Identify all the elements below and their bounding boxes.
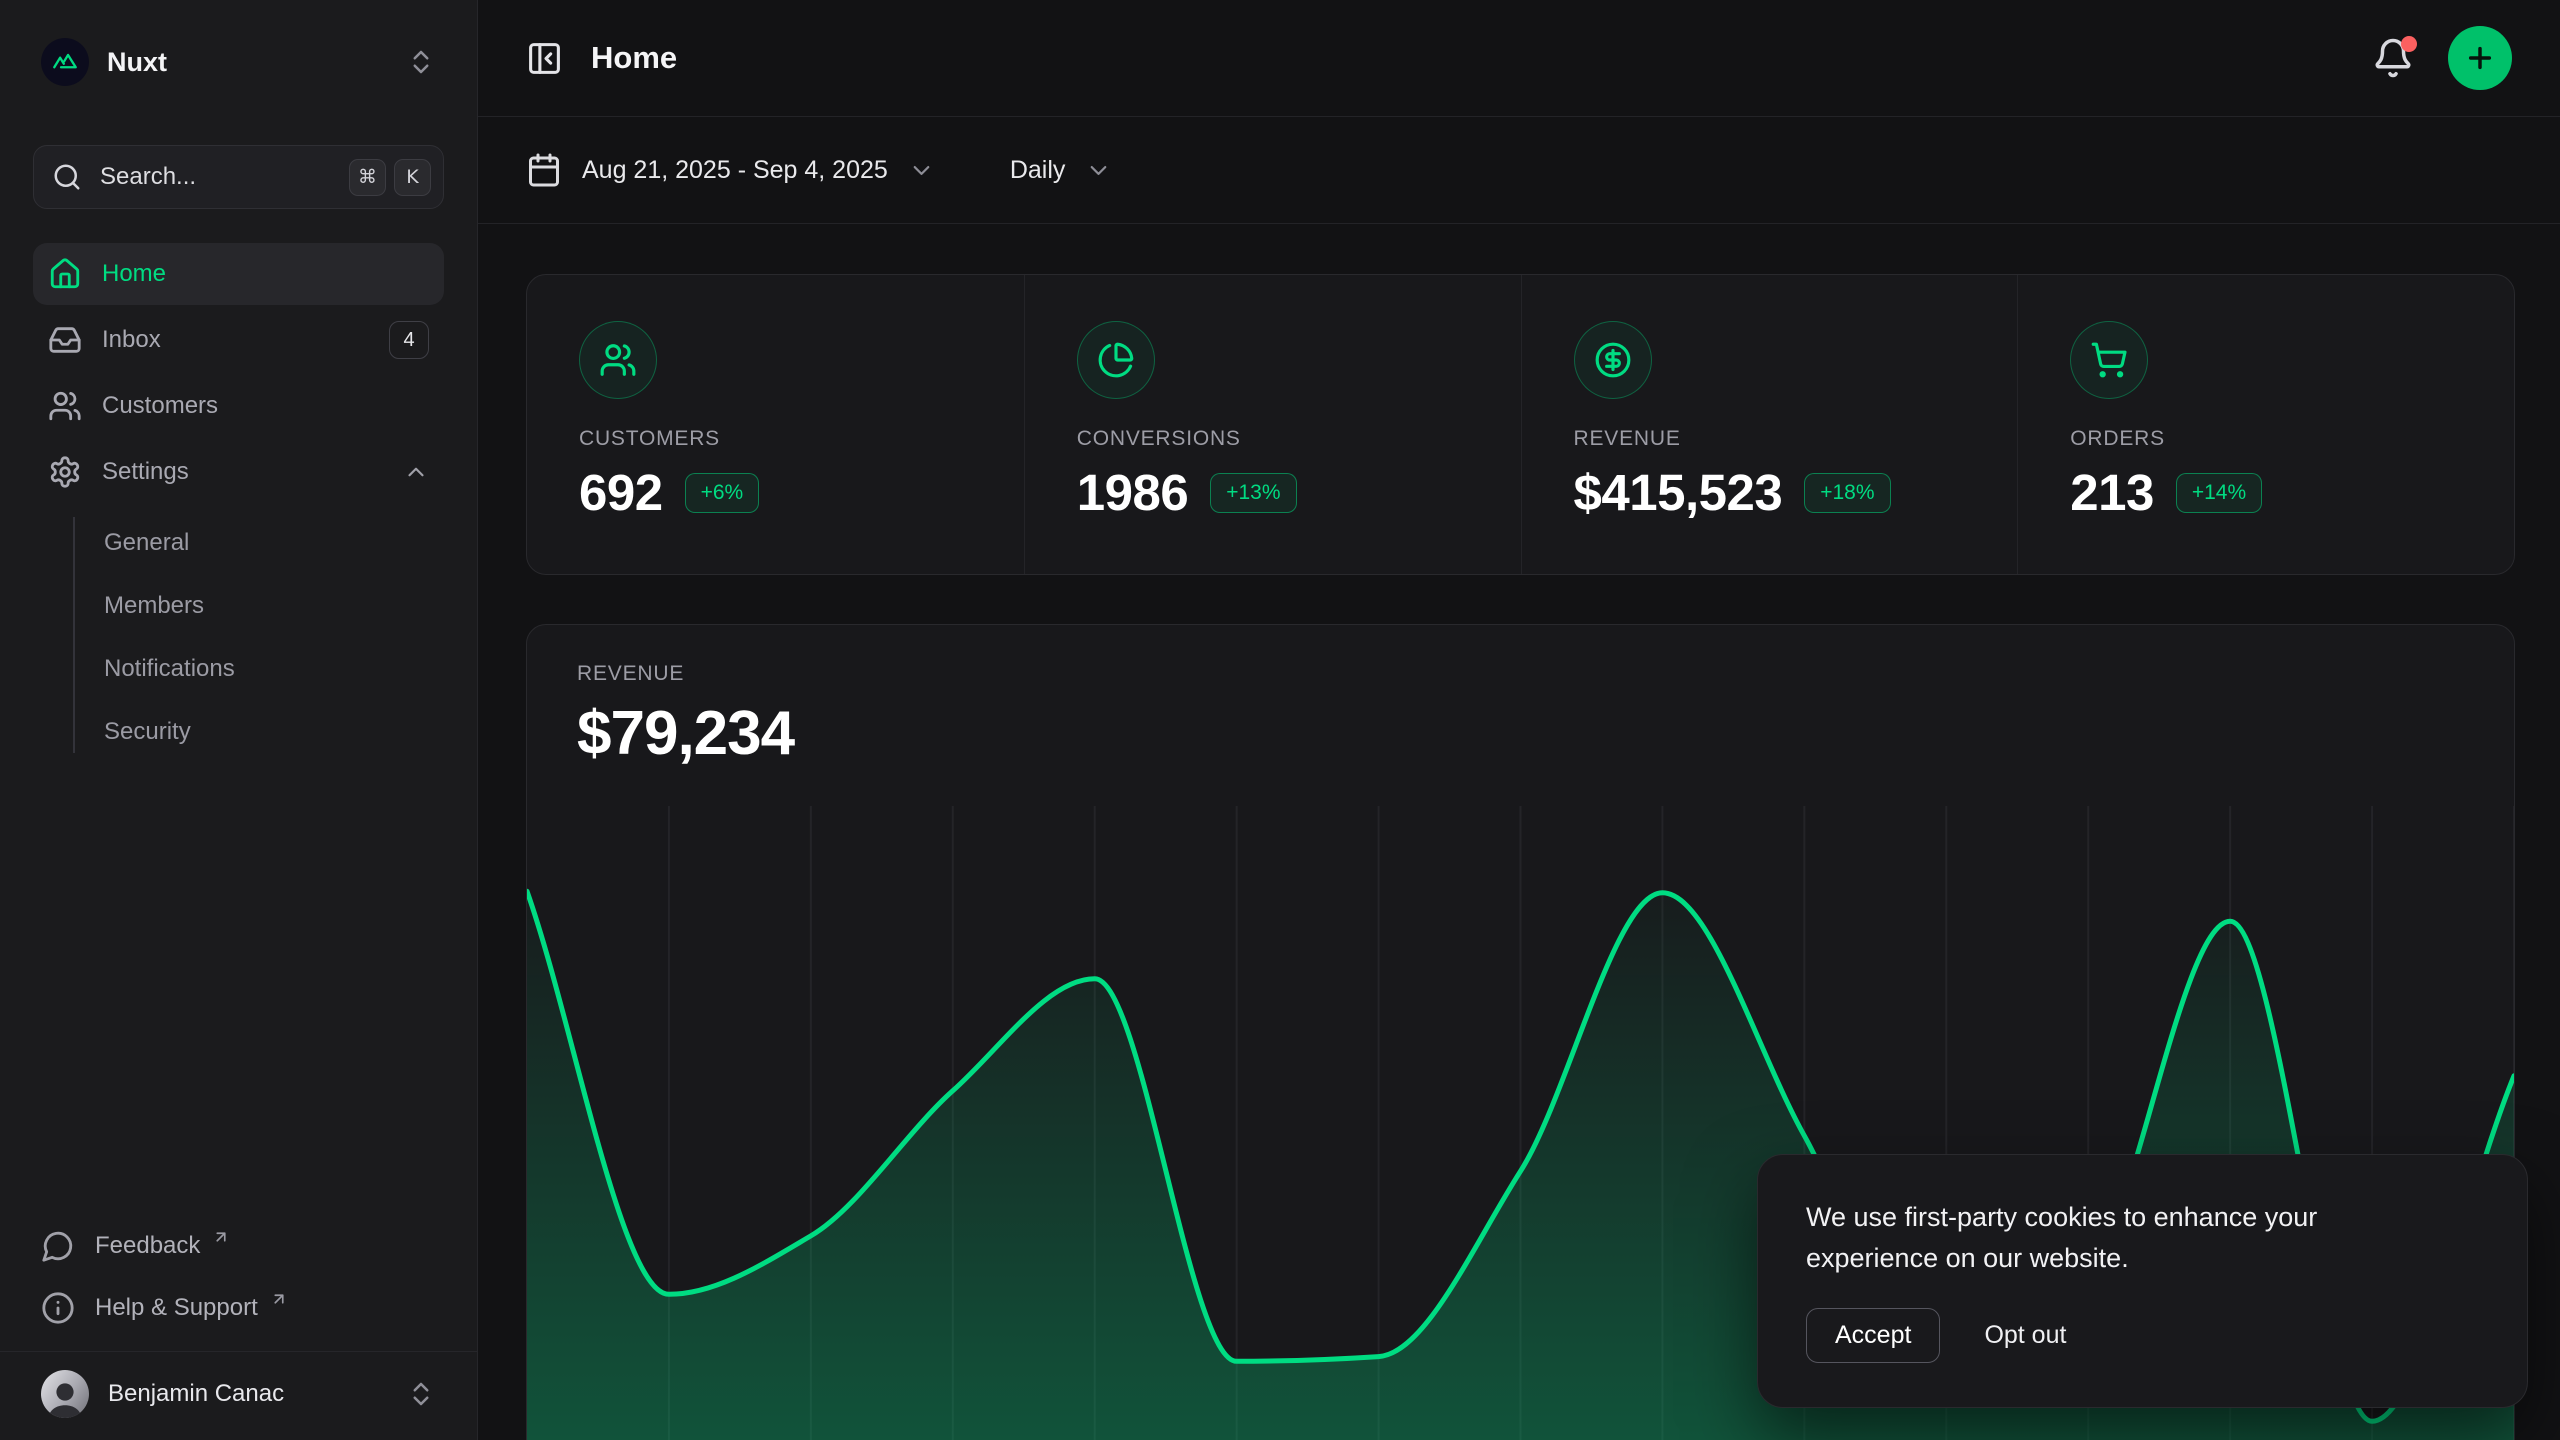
sidebar-item-home[interactable]: Home (33, 243, 444, 305)
page-title: Home (591, 40, 678, 75)
stat-label: CONVERSIONS (1076, 427, 1241, 450)
revenue-chart (527, 806, 2514, 1440)
help-support-link[interactable]: Help & Support (33, 1279, 444, 1337)
sidebar-item-label: Customers (102, 392, 219, 419)
stats-card: CUSTOMERS 692 +6% CONVERSIONS 1986 +13% (526, 274, 2515, 575)
users-icon (579, 321, 657, 399)
stat-delta-badge: +6% (684, 472, 760, 513)
sidebar-item-notifications[interactable]: Notifications (104, 654, 235, 682)
sidebar-item-label: Home (102, 260, 167, 287)
message-circle-icon (42, 1231, 73, 1262)
revenue-chart-plot[interactable] (527, 806, 2514, 1440)
kbd-cmd: ⌘ (349, 158, 386, 196)
chevron-down-icon (1085, 157, 1112, 184)
stat-conversions[interactable]: CONVERSIONS 1986 +13% (1023, 275, 1521, 574)
panel-left-close-icon (529, 42, 560, 74)
chevrons-up-down-icon (406, 1379, 436, 1409)
sidebar-item-security[interactable]: Security (104, 717, 191, 745)
revenue-chart-value: $79,234 (577, 699, 795, 768)
sidebar-item-settings[interactable]: Settings (33, 441, 444, 503)
bell-icon (2375, 38, 2411, 78)
date-range-value: Aug 21, 2025 - Sep 4, 2025 (582, 155, 888, 184)
stat-value: 1986 (1076, 464, 1189, 521)
page-header: Home (478, 0, 2560, 117)
stat-value: 692 (579, 464, 663, 521)
search-shortcut: ⌘ K (349, 158, 431, 196)
home-icon (50, 258, 80, 289)
calendar-icon (526, 152, 562, 188)
stat-label: CUSTOMERS (579, 427, 720, 450)
stat-delta-badge: +18% (1804, 472, 1891, 513)
revenue-chart-header: REVENUE $79,234 (527, 625, 2514, 769)
settings-subnav: General Members Notifications Security (73, 511, 444, 763)
chart-pie-icon (1076, 321, 1155, 399)
stat-delta-badge: +13% (1210, 472, 1297, 513)
sidebar: Nuxt Search... ⌘ K Home Inbox 4 (0, 0, 478, 1440)
sidebar-item-general[interactable]: General (104, 528, 190, 556)
nuxt-logo-icon (41, 38, 89, 86)
sidebar-footer: Feedback Help & Support (33, 1217, 444, 1337)
granularity-value: Daily (1009, 155, 1066, 184)
sidebar-item-label: Inbox (102, 326, 161, 353)
footer-item-label: Help & Support (95, 1294, 258, 1321)
users-icon (49, 391, 81, 421)
notifications-button[interactable] (2372, 36, 2417, 79)
main-area: Home Aug 21, 2025 - Sep 4, 2025 (478, 0, 2560, 1440)
filters-toolbar: Aug 21, 2025 - Sep 4, 2025 Daily (478, 117, 2560, 224)
chevron-up-icon (403, 459, 429, 485)
circle-dollar-icon (1573, 321, 1652, 399)
stat-revenue[interactable]: REVENUE $415,523 +18% (1520, 275, 2018, 574)
shopping-cart-icon (2070, 321, 2149, 399)
gear-icon (50, 456, 80, 488)
sidebar-nav: Home Inbox 4 Customers Settings General (33, 243, 444, 763)
chevron-down-icon (908, 157, 935, 184)
stat-delta-badge: +14% (2175, 472, 2263, 513)
sidebar-divider (0, 1351, 477, 1352)
granularity-select[interactable]: Daily (1010, 156, 1113, 185)
feedback-link[interactable]: Feedback (33, 1217, 444, 1275)
sidebar-item-label: Settings (102, 458, 189, 485)
footer-item-label: Feedback (95, 1232, 201, 1259)
avatar (41, 1370, 89, 1418)
opt-out-button[interactable]: Opt out (1984, 1321, 2067, 1349)
external-link-icon (212, 1228, 230, 1246)
stat-label: ORDERS (2070, 427, 2165, 450)
sidebar-item-customers[interactable]: Customers (33, 375, 444, 437)
stat-orders[interactable]: ORDERS 213 +14% (2017, 275, 2514, 574)
stat-customers[interactable]: CUSTOMERS 692 +6% (527, 275, 1024, 574)
search-input[interactable]: Search... ⌘ K (33, 145, 444, 209)
sidebar-collapse-button[interactable] (526, 40, 563, 77)
sidebar-item-members[interactable]: Members (104, 591, 205, 619)
chevrons-up-down-icon[interactable] (406, 47, 436, 77)
external-link-icon (270, 1290, 288, 1308)
cookie-actions: Accept Opt out (1806, 1308, 2479, 1363)
plus-icon (2468, 46, 2492, 70)
search-placeholder: Search... (100, 163, 197, 190)
sidebar-item-inbox[interactable]: Inbox 4 (33, 309, 444, 371)
workspace-name: Nuxt (107, 46, 167, 77)
revenue-chart-card: REVENUE $79,234 (526, 624, 2515, 1440)
stat-value: 213 (2070, 464, 2154, 521)
revenue-chart-label: REVENUE (577, 662, 685, 685)
accept-button[interactable]: Accept (1806, 1308, 1941, 1363)
cookie-message: We use first-party cookies to enhance yo… (1806, 1202, 2318, 1273)
notification-dot (2401, 36, 2417, 52)
stat-label: REVENUE (1573, 427, 1681, 450)
header-actions (2372, 26, 2512, 90)
stat-value: $415,523 (1573, 464, 1783, 521)
dashboard-content: CUSTOMERS 692 +6% CONVERSIONS 1986 +13% (478, 224, 2560, 1440)
search-icon (54, 164, 80, 190)
inbox-icon (49, 327, 81, 353)
kbd-k: K (394, 158, 431, 196)
inbox-count-badge: 4 (389, 321, 429, 359)
workspace-switcher[interactable]: Nuxt (33, 36, 444, 88)
date-range-picker[interactable]: Aug 21, 2025 - Sep 4, 2025 (526, 152, 935, 188)
add-button[interactable] (2448, 26, 2512, 90)
cookie-banner: We use first-party cookies to enhance yo… (1757, 1154, 2528, 1408)
user-name: Benjamin Canac (108, 1380, 285, 1407)
info-circle-icon (42, 1292, 74, 1324)
user-menu[interactable]: Benjamin Canac (33, 1352, 444, 1440)
